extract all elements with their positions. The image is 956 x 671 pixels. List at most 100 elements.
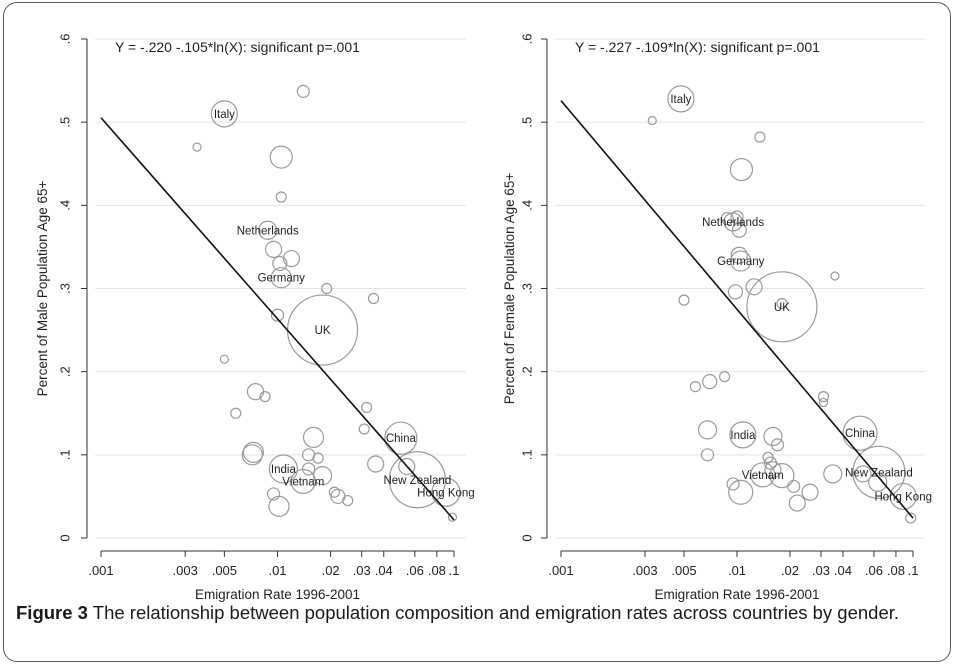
chart2-data-point bbox=[700, 448, 715, 462]
chart2-data-point bbox=[678, 294, 690, 306]
chart1-y-tick-label: .2 bbox=[57, 366, 72, 377]
chart2-x-tick-label: .01 bbox=[728, 563, 746, 578]
chart1-x-tick-label: .1 bbox=[449, 563, 460, 578]
chart1-data-point bbox=[270, 308, 285, 322]
chart2-data-point bbox=[730, 250, 752, 272]
chart1-data-point bbox=[367, 292, 380, 305]
chart2-point-label: India bbox=[730, 430, 756, 442]
chart2-data-point bbox=[823, 464, 843, 484]
chart2-x-tick-label: .04 bbox=[834, 563, 852, 578]
chart1-data-point bbox=[312, 452, 324, 464]
chart1-data-point bbox=[361, 401, 373, 414]
chart1-data-point bbox=[270, 267, 292, 289]
chart2-point-label: Germany bbox=[717, 256, 765, 268]
chart1-data-point bbox=[321, 282, 333, 295]
chart2-data-point bbox=[852, 445, 906, 499]
chart1-point-label: Vietnam bbox=[282, 476, 324, 488]
chart2-data-point bbox=[720, 212, 734, 226]
chart2-data-point bbox=[667, 85, 695, 113]
chart1-data-point bbox=[259, 391, 271, 403]
chart2-data-point bbox=[728, 479, 754, 505]
chart2-data-point bbox=[702, 374, 718, 390]
chart2-point-label: Italy bbox=[670, 94, 691, 106]
chart1-y-tick-label: .1 bbox=[57, 449, 72, 460]
chart2-y-tick-label: .5 bbox=[519, 117, 534, 128]
chart2-data-point bbox=[868, 472, 888, 492]
caption-text: The relationship between population comp… bbox=[87, 602, 900, 623]
chart1-point-label: Italy bbox=[214, 109, 235, 121]
chart1-data-point bbox=[210, 100, 238, 128]
chart1-data-point bbox=[367, 455, 385, 473]
chart2-y-tick-label: .4 bbox=[519, 200, 534, 211]
chart2-data-point bbox=[770, 438, 785, 452]
chart2-data-point bbox=[726, 477, 740, 491]
chart1-data-point bbox=[290, 468, 316, 495]
chart2-y-axis-label: Percent of Female Population Age 65+ bbox=[502, 173, 517, 405]
chart1-y-tick-label: .5 bbox=[57, 117, 72, 128]
chart1-x-tick-label: .001 bbox=[88, 563, 113, 578]
chart1-point-label: Hong Kong bbox=[417, 487, 475, 499]
chart2-point-label: Vietnam bbox=[742, 470, 784, 482]
chart1-x-tick-label: .005 bbox=[212, 563, 237, 578]
chart1-x-tick-label: .01 bbox=[268, 563, 286, 578]
chart1-data-point bbox=[296, 84, 310, 98]
chart1-y-tick-label: .4 bbox=[57, 200, 72, 211]
figure-caption: Figure 3 The relationship between popula… bbox=[16, 600, 941, 626]
chart1-x-tick-label: .08 bbox=[428, 563, 446, 578]
chart2-point-label: UK bbox=[774, 302, 790, 314]
chart1-point-label: India bbox=[271, 464, 297, 476]
chart2-data-point bbox=[787, 479, 801, 494]
chart2-data-point bbox=[730, 246, 748, 264]
chart2-x-tick-label: .08 bbox=[887, 563, 905, 578]
chart2-x-tick-label: .06 bbox=[865, 563, 883, 578]
chart1-plot: 0 .1 .2 .3 .4 .5 .6 .001 .003 .005 .01 .02 .03 .04 .06… bbox=[35, 34, 475, 602]
chart2-data-point bbox=[905, 512, 917, 524]
chart1-data-point bbox=[302, 426, 325, 448]
chart2-data-point bbox=[842, 415, 878, 451]
chart2-data-point bbox=[697, 420, 718, 440]
chart1-data-point bbox=[241, 444, 263, 466]
chart2-data-point bbox=[830, 271, 840, 281]
chart1-y-tick-label: 0 bbox=[57, 534, 72, 541]
chart2-point-label: Netherlands bbox=[702, 217, 764, 229]
chart1-data-point bbox=[398, 457, 416, 476]
chart1-data-point bbox=[230, 407, 242, 419]
chart1-x-tick-label: .04 bbox=[375, 563, 393, 578]
chart1-x-axis-label: Emigration Rate 1996-2001 bbox=[195, 587, 360, 602]
chart2-x-tick-label: .02 bbox=[781, 563, 799, 578]
chart2-point-label: New Zealand bbox=[845, 467, 913, 479]
chart1-data-point bbox=[219, 354, 229, 364]
chart2-x-tick-label: .005 bbox=[671, 563, 696, 578]
chart1-y-tick-label: .3 bbox=[57, 283, 72, 294]
chart1-data-point bbox=[328, 486, 340, 498]
chart2-equation-annotation: Y = -.227 -.109*ln(X): significant p=.00… bbox=[575, 39, 820, 55]
caption-label: Figure 3 bbox=[16, 602, 88, 623]
chart1-data-point bbox=[431, 477, 461, 507]
chart2-y-tick-label: .3 bbox=[519, 283, 534, 294]
chart2-plot: 0 .1 .2 .3 .4 .5 .6 .001 .003 .005 .01 .02 .03 .04 .06… bbox=[502, 34, 932, 602]
chart2-data-point bbox=[689, 381, 701, 393]
chart2-data-point bbox=[730, 210, 744, 224]
chart1-data-point bbox=[342, 494, 354, 507]
chart1-data-point bbox=[275, 191, 287, 203]
chart1-fit-line bbox=[100, 117, 455, 521]
chart1-data-point bbox=[447, 512, 458, 522]
chart2-fit-line bbox=[560, 100, 914, 519]
chart1-x-tick-label: .06 bbox=[406, 563, 424, 578]
chart2-data-point bbox=[817, 391, 830, 403]
chart1-x-tick-label: .03 bbox=[353, 563, 371, 578]
chart1-point-label: New Zealand bbox=[383, 475, 451, 487]
chart2-y-tick-label: 0 bbox=[519, 534, 534, 541]
chart1-data-point bbox=[269, 145, 293, 169]
chart2-data-point bbox=[801, 483, 819, 501]
chart2-data-point bbox=[818, 397, 829, 408]
chart1-data-point bbox=[246, 383, 265, 401]
chart2-data-point bbox=[854, 465, 872, 483]
chart1-point-label: China bbox=[386, 433, 417, 445]
chart1-data-point bbox=[388, 451, 446, 509]
chart1-y-tick-label: .6 bbox=[57, 34, 72, 45]
chart2-x-tick-label: .03 bbox=[812, 563, 830, 578]
chart2-data-point bbox=[745, 278, 763, 296]
chart2-data-point bbox=[754, 131, 766, 143]
